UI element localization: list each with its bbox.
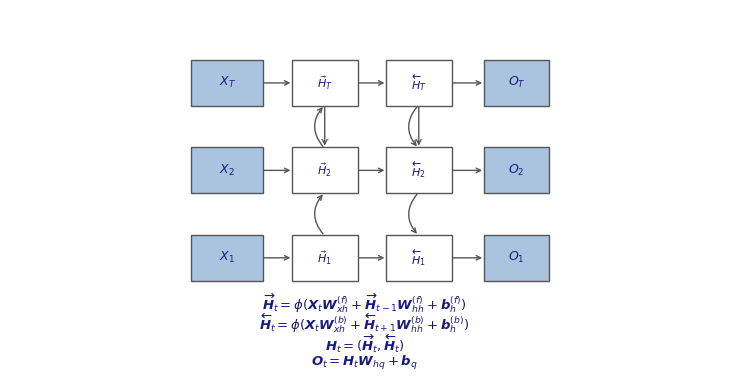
Text: $\vec{H}_T$: $\vec{H}_T$	[317, 74, 332, 92]
FancyBboxPatch shape	[386, 147, 452, 193]
FancyArrowPatch shape	[264, 256, 289, 260]
FancyArrowPatch shape	[315, 196, 323, 234]
Text: $X_2$: $X_2$	[219, 163, 235, 178]
Text: ...: ...	[319, 132, 330, 142]
FancyArrowPatch shape	[453, 168, 480, 173]
Text: $\vec{H}_1$: $\vec{H}_1$	[317, 249, 332, 267]
FancyArrowPatch shape	[453, 256, 480, 260]
FancyBboxPatch shape	[386, 60, 452, 106]
FancyBboxPatch shape	[483, 147, 550, 193]
FancyBboxPatch shape	[292, 60, 358, 106]
FancyArrowPatch shape	[322, 108, 327, 144]
FancyArrowPatch shape	[409, 107, 417, 145]
Text: $X_1$: $X_1$	[219, 250, 235, 265]
FancyArrowPatch shape	[264, 81, 289, 85]
Text: $O_2$: $O_2$	[508, 163, 525, 178]
FancyArrowPatch shape	[453, 81, 480, 85]
FancyBboxPatch shape	[192, 147, 262, 193]
FancyArrowPatch shape	[359, 256, 383, 260]
FancyArrowPatch shape	[409, 194, 417, 233]
Text: $\overleftarrow{H}_2$: $\overleftarrow{H}_2$	[411, 161, 426, 180]
FancyArrowPatch shape	[264, 168, 289, 173]
FancyBboxPatch shape	[386, 235, 452, 281]
FancyArrowPatch shape	[315, 108, 323, 146]
FancyArrowPatch shape	[416, 108, 421, 144]
Text: $\overleftarrow{H}_1$: $\overleftarrow{H}_1$	[411, 248, 426, 268]
FancyBboxPatch shape	[292, 235, 358, 281]
Text: ...: ...	[413, 132, 424, 142]
Text: $\boldsymbol{O}_t = \boldsymbol{H}_t\boldsymbol{W}_{hq} + \boldsymbol{b}_q$: $\boldsymbol{O}_t = \boldsymbol{H}_t\bol…	[311, 355, 418, 373]
Text: $\overleftarrow{\boldsymbol{H}}_t = \phi(\boldsymbol{X}_t\boldsymbol{W}_{xh}^{(b: $\overleftarrow{\boldsymbol{H}}_t = \phi…	[260, 312, 469, 335]
FancyBboxPatch shape	[483, 60, 550, 106]
Text: $O_1$: $O_1$	[508, 250, 525, 265]
Text: $X_T$: $X_T$	[219, 75, 235, 91]
Text: $\boldsymbol{H}_t = (\overrightarrow{\boldsymbol{H}}_t, \overleftarrow{\boldsymb: $\boldsymbol{H}_t = (\overrightarrow{\bo…	[324, 332, 405, 355]
Text: $O_T$: $O_T$	[507, 75, 526, 91]
FancyBboxPatch shape	[192, 235, 262, 281]
FancyArrowPatch shape	[359, 81, 383, 85]
Text: $\vec{H}_2$: $\vec{H}_2$	[317, 162, 332, 179]
Text: $\overrightarrow{\boldsymbol{H}}_t = \phi(\boldsymbol{X}_t\boldsymbol{W}_{xh}^{(: $\overrightarrow{\boldsymbol{H}}_t = \ph…	[262, 291, 467, 315]
FancyBboxPatch shape	[292, 147, 358, 193]
FancyArrowPatch shape	[359, 168, 383, 173]
FancyBboxPatch shape	[483, 235, 550, 281]
FancyBboxPatch shape	[192, 60, 262, 106]
Text: $\overleftarrow{H}_T$: $\overleftarrow{H}_T$	[411, 73, 426, 93]
